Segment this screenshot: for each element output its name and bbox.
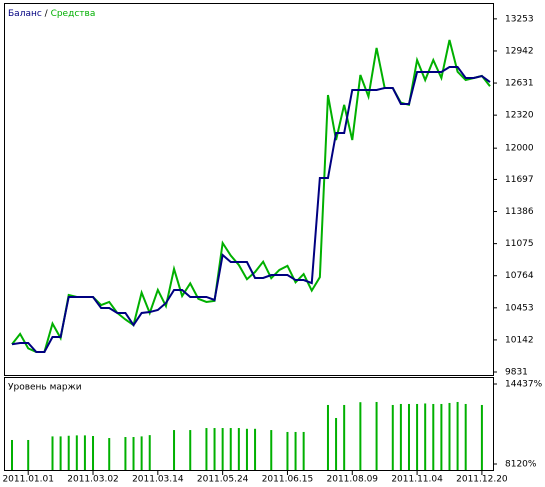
legend-entry: Средства (51, 9, 96, 19)
margin-bar (108, 438, 111, 470)
margin-bar (173, 430, 176, 470)
margin-bar (229, 428, 232, 470)
margin-bar (326, 404, 329, 470)
margin-bar (140, 436, 143, 470)
margin-bar (189, 430, 192, 470)
margin-bar (221, 428, 224, 470)
y-tick-label: 13253 (505, 14, 534, 24)
x-tick-label: 2011.11.04 (391, 475, 443, 485)
margin-bar (448, 402, 451, 470)
y-tick-label: 8120% (505, 459, 537, 469)
y-tick-label: 11697 (505, 175, 534, 185)
margin-bar (205, 428, 208, 470)
margin-panel (4, 377, 494, 471)
margin-bar (83, 435, 86, 470)
y-tick-label: 10453 (505, 303, 534, 313)
main-panel (4, 3, 494, 376)
y-tick-label: 12320 (505, 111, 534, 121)
y-tick-label: 12000 (505, 144, 534, 154)
margin-bar (424, 403, 427, 470)
margin-bar (254, 428, 257, 470)
panel-title: Уровень маржи (8, 383, 82, 393)
y-tick-label: 12631 (505, 79, 534, 89)
x-tick-label: 2011.05.24 (197, 475, 249, 485)
x-tick-label: 2011.08.09 (327, 475, 379, 485)
x-tick-label: 2011.01.01 (2, 475, 54, 485)
legend-separator: / (42, 9, 51, 19)
margin-bar (67, 435, 70, 470)
margin-bar (302, 431, 305, 470)
margin-bar (407, 403, 410, 470)
margin-bar (432, 403, 435, 470)
margin-bar (294, 431, 297, 470)
y-tick-label: 14437% (505, 380, 543, 390)
x-tick-label: 2011.06.15 (262, 475, 314, 485)
margin-bar (391, 404, 394, 470)
margin-bar (237, 428, 240, 470)
y-tick-label: 11075 (505, 239, 534, 249)
margin-bar (270, 430, 273, 470)
margin-bar (416, 403, 419, 470)
margin-bar (213, 428, 216, 470)
y-tick-label: 10142 (505, 335, 534, 345)
x-tick-label: 2011.03.14 (132, 475, 184, 485)
margin-bar (464, 403, 467, 470)
legend-entry: Баланс (8, 9, 42, 19)
y-tick-label: 9831 (505, 368, 528, 378)
margin-bar (286, 431, 289, 470)
margin-bar (132, 437, 135, 470)
margin-bar (75, 435, 78, 470)
margin-bar (148, 435, 151, 470)
margin-bar (59, 436, 62, 470)
x-tick-label: 2011.03.02 (67, 475, 119, 485)
margin-bar (51, 436, 54, 470)
x-tick-label: 2011.12.20 (456, 475, 508, 485)
margin-bar (456, 401, 459, 470)
legend: Баланс / Средства (8, 9, 95, 19)
margin-bar (245, 428, 248, 470)
margin-bar (335, 417, 338, 470)
margin-bar (124, 437, 127, 470)
margin-bar (375, 401, 378, 470)
margin-bar (399, 403, 402, 470)
margin-bar (27, 439, 30, 470)
margin-bar (343, 404, 346, 470)
y-tick-label: 12942 (505, 46, 534, 56)
margin-bar (480, 404, 483, 470)
margin-bar (11, 439, 13, 470)
margin-bar (92, 436, 95, 470)
y-tick-label: 10764 (505, 271, 534, 281)
series-line (11, 66, 491, 353)
y-tick-label: 11386 (505, 207, 534, 217)
margin-bar (440, 403, 443, 470)
margin-bar (359, 402, 362, 470)
